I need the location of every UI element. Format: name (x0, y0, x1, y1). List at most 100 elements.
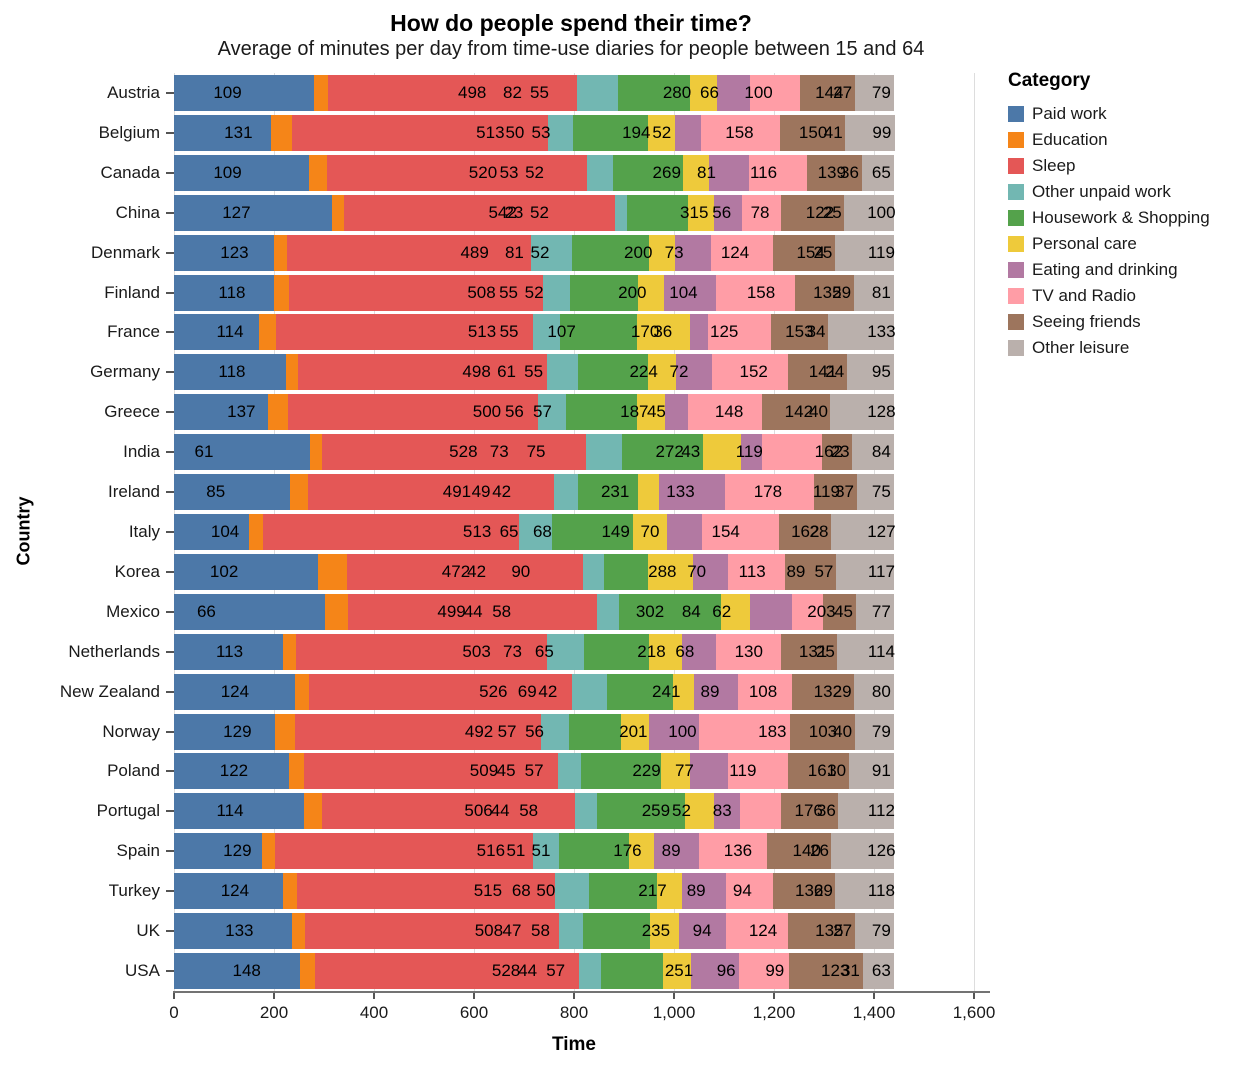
bar-value-label: 36 (816, 801, 836, 821)
segment-housework-shopping (551, 514, 633, 550)
country-label: France (107, 322, 160, 342)
plot-area: 109 498 82 55 280 66 100 144 27 79 Austria 131 513 50… (60, 73, 995, 1022)
segment-other-leisure (856, 474, 894, 511)
segment-eating-and-drinking (648, 713, 699, 750)
segment-eating-and-drinking (663, 274, 716, 311)
bar-value-label: 31 (840, 961, 860, 981)
bar-value-label: 91 (871, 761, 891, 781)
segment-tv-and-radio (726, 913, 788, 950)
y-tick-mark (166, 730, 174, 733)
bar-value-label: 123 (220, 242, 249, 262)
bar-value-label: 133 (867, 322, 896, 342)
bar-value-label: 45 (496, 761, 516, 781)
segment-paid-work (174, 793, 304, 830)
country-label: India (123, 442, 160, 462)
segment-education (331, 194, 344, 231)
y-tick-mark (166, 491, 174, 494)
bar-value-label: 118 (218, 362, 246, 382)
segment-education (291, 913, 305, 950)
bar-value-label: 509 (469, 761, 499, 781)
bar-value-label: 141 (808, 362, 838, 382)
segment-housework-shopping (626, 194, 688, 231)
bar-value-label: 149 (601, 522, 630, 541)
segment-sleep (346, 553, 583, 590)
segment-personal-care (689, 74, 717, 111)
y-tick-mark (166, 570, 174, 573)
bar-value-label: 513 (462, 522, 492, 541)
bar-value-label: 136 (723, 841, 753, 861)
segment-paid-work (174, 753, 289, 790)
bar-value-label: 78 (750, 202, 770, 222)
bar-value-label: 124 (720, 242, 750, 262)
bar-value-label: 40 (833, 721, 853, 741)
bar-value-label: 81 (504, 242, 524, 262)
bar-value-label: 44 (490, 801, 510, 821)
bar-value-label: 104 (669, 282, 698, 302)
segment-sleep (308, 474, 554, 511)
segment-other-unpaid-work (548, 114, 573, 151)
segment-other-unpaid-work (586, 154, 613, 191)
legend-title: Category (1008, 70, 1091, 91)
segment-tv-and-radio (750, 74, 800, 111)
bar-value-label: 144 (815, 82, 844, 102)
bar-value-label: 37 (835, 482, 855, 502)
segment-other-unpaid-work (582, 553, 604, 590)
bar-value-label: 77 (871, 601, 891, 621)
bar-value-label: 80 (871, 681, 891, 701)
segment-sleep (347, 593, 597, 630)
segment-sleep (295, 633, 547, 670)
segment-housework-shopping (580, 753, 661, 790)
bar-value-label: 25 (815, 641, 835, 661)
segment-tv-and-radio (762, 434, 822, 471)
legend-swatch-icon (1008, 262, 1024, 278)
bar-value-label: 150 (798, 122, 828, 142)
segment-other-unpaid-work (540, 713, 569, 750)
segment-education (248, 514, 263, 550)
legend-item-label: Sleep (1032, 156, 1076, 175)
segment-personal-care (720, 593, 750, 630)
bar-value-label: 81 (871, 282, 891, 302)
segment-eating-and-drinking (708, 154, 749, 191)
bar-value-label: 75 (526, 442, 546, 462)
segment-eating-and-drinking (674, 234, 711, 271)
segment-other-unpaid-work (579, 953, 601, 990)
bar-value-label: 119 (735, 442, 763, 462)
bar-value-label: 45 (834, 601, 854, 621)
segment-personal-care (684, 793, 714, 830)
country-label: Ireland (108, 482, 160, 502)
bar-value-label: 114 (216, 322, 244, 342)
segment-personal-care (648, 234, 675, 271)
bar-value-label: 56 (712, 202, 732, 222)
bar-value-label: 119 (729, 761, 757, 781)
bar-value-label: 498 (458, 82, 487, 102)
bar-value-label: 61 (194, 442, 214, 462)
y-tick-mark (166, 211, 174, 214)
bar-value-label: 23 (504, 202, 524, 222)
country-label: China (115, 202, 160, 222)
bar-value-label: 528 (491, 961, 521, 981)
segment-housework-shopping (577, 354, 648, 391)
segment-personal-care (620, 713, 649, 750)
bar-value-label: 68 (675, 641, 695, 661)
bar-value-label: 70 (687, 561, 707, 581)
segment-tv-and-radio (728, 553, 785, 590)
bar-value-label: 69 (517, 681, 537, 701)
segment-sleep (288, 274, 543, 311)
bar-value-label: 44 (518, 961, 538, 981)
segment-paid-work (174, 74, 314, 111)
bar-value-label: 25 (813, 242, 833, 262)
segment-seeing-friends (788, 953, 863, 990)
segment-sleep (276, 314, 533, 351)
bar-value-label: 158 (746, 282, 776, 302)
country-label: USA (125, 961, 160, 981)
segment-personal-care (650, 913, 679, 950)
segment-eating-and-drinking (675, 354, 712, 391)
bar-value-label: 114 (216, 801, 244, 821)
segment-other-unpaid-work (533, 833, 559, 870)
bar-value-label: 137 (227, 402, 256, 422)
bar-value-label: 81 (697, 162, 716, 182)
x-tick-label: 600 (459, 1003, 489, 1022)
country-label: Mexico (106, 601, 160, 621)
country-label: Turkey (108, 881, 160, 901)
bar-value-label: 79 (871, 721, 891, 741)
